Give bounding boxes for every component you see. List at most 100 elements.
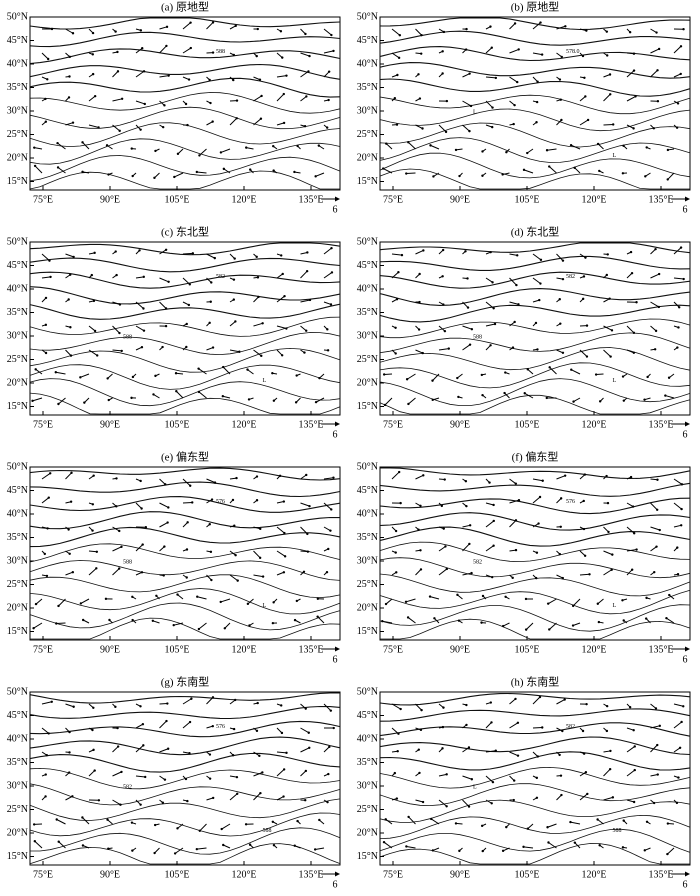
arrow-head bbox=[584, 95, 586, 97]
lat-label: 30°N bbox=[357, 780, 378, 791]
map-panel: (c) 东北型582588L50°N45°N40°N35°N30°N25°N20… bbox=[7, 225, 340, 441]
arrow-head bbox=[79, 376, 81, 378]
arrow-head bbox=[303, 351, 305, 353]
arrow-head bbox=[308, 55, 310, 57]
arrow-head bbox=[444, 478, 446, 480]
arrow-head bbox=[163, 104, 165, 106]
lat-label: 45°N bbox=[357, 35, 378, 46]
arrow-head bbox=[233, 278, 235, 280]
arrow-head bbox=[396, 74, 398, 76]
arrow-head bbox=[305, 474, 307, 476]
arrow-head bbox=[560, 497, 562, 499]
arrow-head bbox=[598, 621, 600, 623]
arrow-head bbox=[166, 702, 168, 704]
arrow-head bbox=[142, 723, 144, 725]
lat-label: 45°N bbox=[357, 485, 378, 496]
arrow-head bbox=[609, 750, 611, 752]
panel-title: (b) 原地型 bbox=[511, 0, 560, 14]
arrow-head bbox=[236, 117, 238, 119]
arrow-head bbox=[98, 799, 100, 801]
arrow-head bbox=[197, 367, 199, 369]
arrow-head bbox=[582, 55, 584, 57]
lat-label: 35°N bbox=[357, 757, 378, 768]
reference-arrowhead bbox=[685, 197, 690, 202]
arrow-head bbox=[443, 527, 445, 529]
arrow-head bbox=[467, 306, 469, 308]
arrow-head bbox=[177, 153, 179, 155]
arrow-head bbox=[573, 167, 575, 169]
vector-scale: 6 bbox=[333, 429, 338, 440]
arrow-head bbox=[398, 471, 400, 473]
arrow-head bbox=[93, 252, 95, 254]
arrow-head bbox=[395, 551, 397, 553]
arrow-head bbox=[470, 572, 472, 574]
arrow-head bbox=[196, 171, 198, 173]
arrow-head bbox=[92, 474, 94, 476]
arrow-head bbox=[659, 529, 661, 531]
arrow-head bbox=[175, 390, 177, 392]
wind-arrow bbox=[183, 502, 192, 503]
lon-label: 105°E bbox=[164, 869, 189, 880]
arrow-head bbox=[326, 126, 328, 128]
arrow-head bbox=[512, 346, 514, 348]
arrow-head bbox=[396, 123, 398, 125]
arrow-head bbox=[271, 372, 273, 374]
arrow-head bbox=[668, 594, 670, 596]
arrow-head bbox=[419, 549, 421, 551]
arrow-head bbox=[285, 74, 287, 76]
arrow-head bbox=[222, 395, 224, 397]
contour-label: 588 bbox=[613, 828, 622, 834]
arrow-head bbox=[429, 595, 431, 597]
arrow-head bbox=[654, 348, 656, 350]
arrow-head bbox=[49, 276, 51, 278]
arrow-head bbox=[174, 852, 176, 854]
arrow-head bbox=[677, 326, 679, 328]
arrow-head bbox=[676, 802, 678, 804]
lat-label: 45°N bbox=[357, 260, 378, 271]
arrow-head bbox=[513, 321, 515, 323]
arrow-head bbox=[196, 596, 198, 598]
arrow-head bbox=[186, 521, 188, 523]
arrow-head bbox=[481, 825, 483, 827]
lon-label: 75°E bbox=[33, 644, 53, 655]
arrow-head bbox=[212, 696, 214, 698]
arrow-head bbox=[560, 794, 562, 796]
arrow-head bbox=[515, 549, 517, 551]
arrow-head bbox=[446, 100, 448, 102]
arrow-head bbox=[468, 805, 470, 807]
arrow-head bbox=[538, 299, 540, 301]
arrow-head bbox=[220, 151, 222, 153]
arrow-head bbox=[466, 277, 468, 279]
arrow-head bbox=[330, 247, 332, 249]
arrow-head bbox=[633, 801, 635, 803]
contour-label: L bbox=[613, 603, 617, 609]
arrow-head bbox=[91, 729, 93, 731]
arrow-head bbox=[212, 725, 214, 727]
arrow-head bbox=[418, 273, 420, 275]
arrow-head bbox=[518, 48, 520, 50]
arrow-head bbox=[383, 841, 385, 843]
arrow-head bbox=[630, 476, 632, 478]
arrow-head bbox=[210, 579, 212, 581]
arrow-head bbox=[279, 475, 281, 477]
arrow-head bbox=[283, 768, 285, 770]
arrow-head bbox=[442, 726, 444, 728]
arrow-head bbox=[633, 52, 635, 54]
arrow-head bbox=[130, 397, 132, 399]
panel-title: (c) 东北型 bbox=[161, 225, 209, 239]
arrow-head bbox=[644, 175, 646, 177]
arrow-head bbox=[118, 130, 120, 132]
lat-label: 45°N bbox=[7, 35, 28, 46]
arrow-head bbox=[608, 297, 610, 299]
arrow-head bbox=[563, 698, 565, 700]
arrow-head bbox=[163, 545, 165, 547]
arrow-head bbox=[305, 707, 307, 709]
arrow-head bbox=[622, 145, 624, 147]
arrow-head bbox=[34, 368, 36, 370]
arrow-head bbox=[407, 616, 409, 618]
lat-label: 50°N bbox=[357, 686, 378, 697]
arrow-head bbox=[517, 303, 519, 305]
arrow-head bbox=[186, 576, 188, 578]
lat-label: 40°N bbox=[7, 508, 28, 519]
arrow-head bbox=[51, 701, 53, 703]
